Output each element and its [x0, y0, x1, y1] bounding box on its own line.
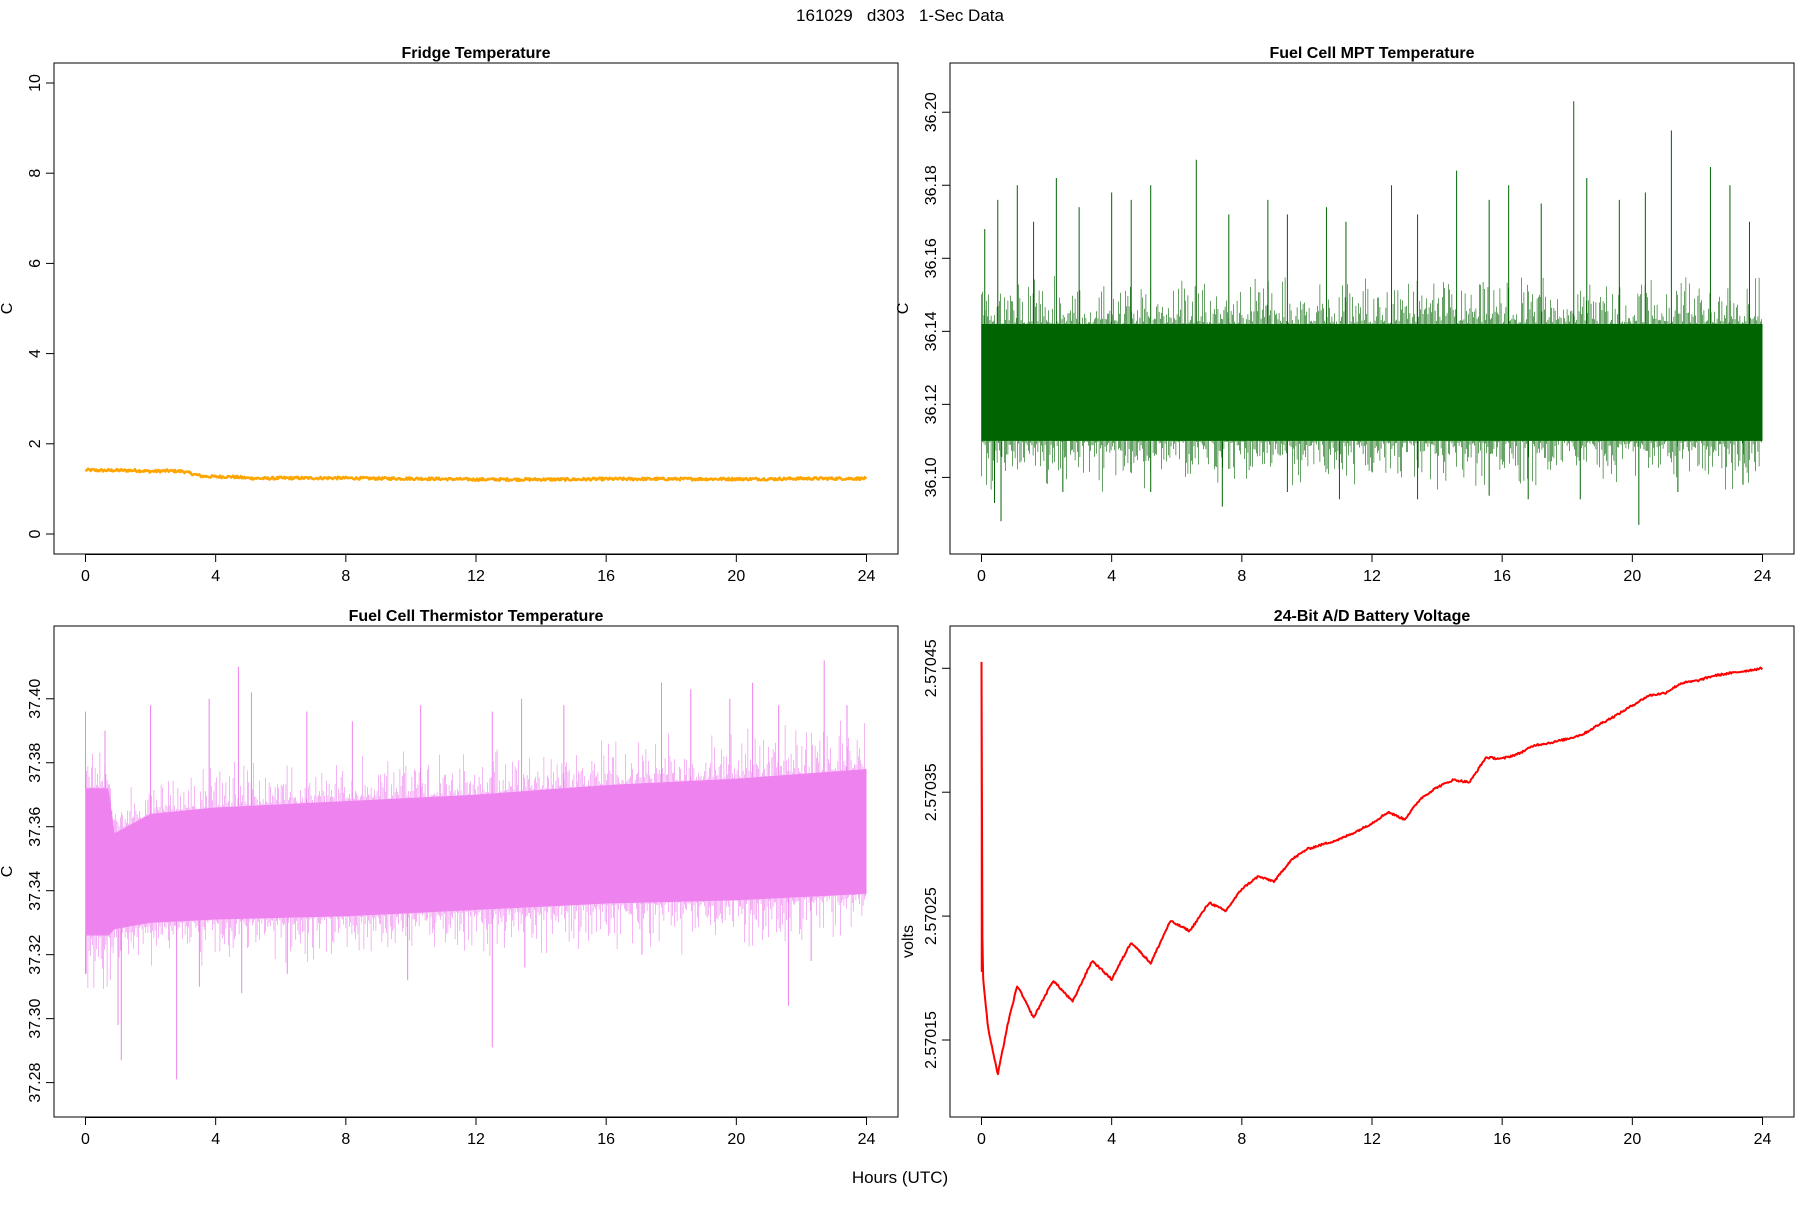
x-tick-label: 24: [1754, 568, 1772, 585]
x-tick-label: 8: [1237, 1131, 1246, 1148]
x-tick-label: 0: [81, 568, 90, 585]
y-tick-label: 36.10: [923, 457, 940, 497]
x-tick-label: 12: [467, 568, 485, 585]
y-tick-label: 2.57015: [923, 1011, 940, 1069]
x-tick-label: 20: [1623, 568, 1641, 585]
y-tick-label: 37.32: [27, 935, 44, 975]
y-tick-label: 2.57035: [923, 763, 940, 821]
y-tick-label: 37.34: [27, 871, 44, 911]
y-tick-label: 36.20: [923, 92, 940, 132]
y-tick-label: 2.57045: [923, 639, 940, 697]
y-tick-label: 6: [27, 259, 44, 268]
y-tick-label: 2: [27, 439, 44, 448]
series-2: [981, 101, 1763, 525]
x-tick-label: 12: [1363, 568, 1381, 585]
y-axis-label: C: [0, 303, 16, 315]
y-tick-label: 37.40: [27, 679, 44, 719]
y-axis-label: C: [895, 303, 912, 315]
y-axis-label: C: [0, 866, 16, 878]
figure-title: 161029 d303 1-Sec Data: [796, 6, 1004, 25]
x-tick-label: 4: [1107, 1131, 1116, 1148]
x-tick-label: 8: [341, 568, 350, 585]
plot-frame: [949, 62, 1795, 555]
x-tick-label: 0: [81, 1131, 90, 1148]
x-tick-label: 12: [1363, 1131, 1381, 1148]
x-tick-label: 20: [727, 568, 745, 585]
x-tick-label: 8: [1237, 568, 1246, 585]
figure-x-label: Hours (UTC): [851, 1168, 949, 1187]
x-tick-label: 0: [977, 1131, 986, 1148]
x-tick-label: 4: [211, 568, 220, 585]
y-tick-label: 2.57025: [923, 887, 940, 945]
panel-title: Fridge Temperature: [401, 45, 550, 62]
y-tick-label: 4: [27, 349, 44, 358]
y-tick-label: 36.12: [923, 384, 940, 424]
y-tick-label: 8: [27, 169, 44, 178]
x-tick-label: 0: [977, 568, 986, 585]
x-tick-label: 20: [727, 1131, 745, 1148]
chart-panel-4: 24-Bit A/D Battery Voltage 0 4 8 12 16 20 24 2.5…: [900, 608, 1795, 1148]
x-tick-label: 20: [1623, 1131, 1641, 1148]
series-line: [980, 661, 1763, 1076]
y-tick-label: 10: [27, 74, 44, 92]
x-tick-label: 16: [597, 568, 615, 585]
x-tick-label: 8: [341, 1131, 350, 1148]
series-3: [85, 660, 867, 1080]
y-axis-label: volts: [900, 925, 917, 958]
y-tick-label: 36.14: [923, 311, 940, 351]
y-tick-label: 37.28: [27, 1062, 44, 1102]
x-tick-label: 12: [467, 1131, 485, 1148]
chart-panel-2: Fuel Cell MPT Temperature 0 4 8 12 16 20 24 36.1…: [895, 45, 1795, 585]
x-tick-label: 24: [1754, 1131, 1772, 1148]
y-tick-label: 36.16: [923, 238, 940, 278]
chart-panel-3: Fuel Cell Thermistor Temperature 0 4 8 12 16 2…: [0, 608, 899, 1148]
y-tick-label: 36.18: [923, 165, 940, 205]
y-tick-label: 37.30: [27, 999, 44, 1039]
y-tick-label: 37.36: [27, 807, 44, 847]
panel-title: Fuel Cell MPT Temperature: [1269, 45, 1474, 62]
x-tick-label: 24: [858, 1131, 876, 1148]
series-4: [980, 661, 1763, 1076]
series-noise: [981, 276, 1762, 492]
y-tick-label: 0: [27, 529, 44, 538]
x-tick-label: 16: [1493, 568, 1511, 585]
panel-title: Fuel Cell Thermistor Temperature: [349, 608, 604, 625]
x-tick-label: 16: [597, 1131, 615, 1148]
x-tick-label: 4: [1107, 568, 1116, 585]
plot-frame: [949, 625, 1795, 1118]
y-tick-label: 37.38: [27, 743, 44, 783]
x-tick-label: 4: [211, 1131, 220, 1148]
x-tick-label: 24: [858, 568, 876, 585]
series-line: [84, 467, 868, 483]
series-noise: [85, 720, 866, 989]
panel-title: 24-Bit A/D Battery Voltage: [1274, 608, 1471, 625]
series-1: [84, 467, 868, 483]
x-tick-label: 16: [1493, 1131, 1511, 1148]
